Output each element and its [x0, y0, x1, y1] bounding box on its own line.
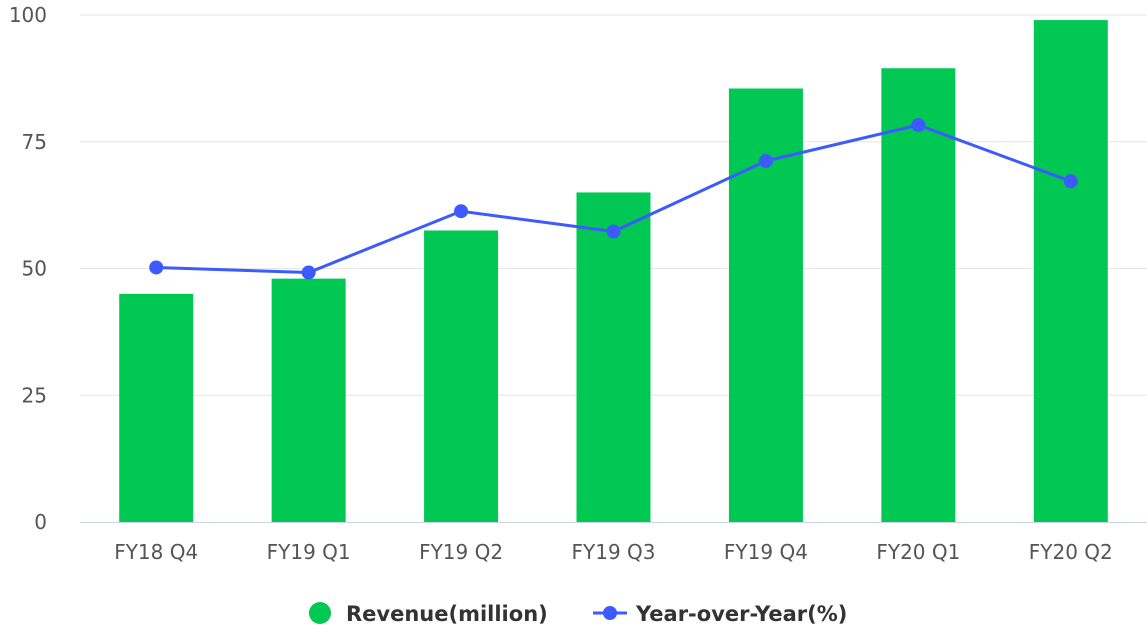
legend-label-revenue: Revenue(million) [346, 602, 548, 626]
revenue-bar [271, 278, 346, 522]
y-tick-label: 100 [9, 3, 47, 27]
x-tick-label: FY19 Q4 [724, 540, 808, 564]
yoy-point [454, 204, 469, 219]
legend: Revenue(million) Year-over-Year(%) [309, 602, 847, 626]
yoy-point [758, 154, 773, 169]
legend-item-yoy[interactable]: Year-over-Year(%) [593, 602, 847, 626]
yoy-line-series [149, 118, 1078, 280]
x-tick-label: FY19 Q1 [267, 540, 351, 564]
x-axis-tick-labels: FY18 Q4 FY19 Q1 FY19 Q2 FY19 Q3 FY19 Q4 FY20 … [114, 540, 1113, 564]
y-tick-label: 75 [22, 130, 47, 154]
revenue-bar [576, 192, 651, 522]
yoy-point [301, 265, 316, 280]
y-axis-tick-labels: 0 25 50 75 100 [9, 3, 47, 534]
yoy-point [1063, 174, 1078, 189]
y-tick-label: 25 [22, 383, 47, 407]
revenue-bars [119, 20, 1108, 523]
legend-marker-revenue [309, 602, 331, 624]
revenue-bar [424, 230, 499, 522]
revenue-bar [881, 68, 956, 523]
y-tick-label: 50 [22, 257, 47, 281]
yoy-point [606, 224, 621, 239]
legend-marker-yoy [603, 606, 617, 620]
legend-item-revenue[interactable]: Revenue(million) [309, 602, 548, 626]
y-tick-label: 0 [34, 510, 47, 534]
yoy-point [149, 260, 164, 275]
x-tick-label: FY19 Q2 [419, 540, 503, 564]
revenue-bar [1033, 20, 1108, 522]
revenue-bar [119, 293, 194, 522]
x-tick-label: FY20 Q1 [876, 540, 960, 564]
yoy-point [911, 118, 926, 133]
x-tick-label: FY20 Q2 [1029, 540, 1113, 564]
legend-label-yoy: Year-over-Year(%) [635, 602, 847, 626]
x-tick-label: FY18 Q4 [114, 540, 198, 564]
x-tick-label: FY19 Q3 [572, 540, 656, 564]
